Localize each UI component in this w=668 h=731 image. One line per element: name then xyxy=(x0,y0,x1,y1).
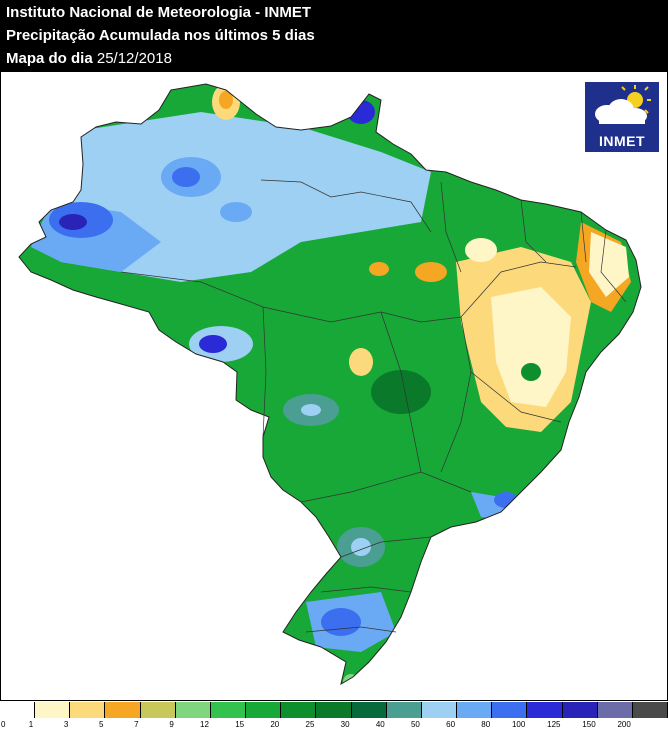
sun-cloud-icon xyxy=(595,85,651,124)
legend-label: 200 xyxy=(617,720,631,729)
legend-label: 80 xyxy=(481,720,491,729)
institute-title: Instituto Nacional de Meteorologia - INM… xyxy=(6,4,312,21)
legend-swatch xyxy=(421,702,458,718)
legend-label: 5 xyxy=(99,720,104,729)
map-date: 25/12/2018 xyxy=(96,50,172,67)
precipitation-field xyxy=(19,84,641,684)
legend-label: 7 xyxy=(134,720,139,729)
legend-label: 25 xyxy=(305,720,315,729)
legend-label: 150 xyxy=(582,720,596,729)
legend-label: 1 xyxy=(28,720,34,729)
legend-swatch xyxy=(492,702,528,718)
map-date-line: Mapa do dia 25/12/2018 xyxy=(6,50,172,68)
map-date-prefix: Mapa do dia xyxy=(6,50,93,67)
legend-swatch xyxy=(386,702,422,718)
map-frame xyxy=(0,72,668,701)
legend-label: 30 xyxy=(340,720,350,729)
map-header: Instituto Nacional de Meteorologia - INM… xyxy=(0,0,668,72)
legend-label: 12 xyxy=(200,720,209,729)
legend-swatch xyxy=(175,702,211,718)
legend-swatch xyxy=(632,702,668,718)
country-border xyxy=(18,83,642,686)
map-subtitle: Precipitação Acumulada nos últimos 5 dia… xyxy=(6,27,315,44)
legend-label: 15 xyxy=(235,720,245,729)
legend-label: 125 xyxy=(547,720,561,729)
inmet-logo: INMET xyxy=(585,82,659,152)
legend-label xyxy=(633,718,668,731)
legend-swatch xyxy=(527,702,563,718)
legend-labels: 1 3 5 7 9 12 15 20 25 30 40 50 60 80 100 125 150 200 xyxy=(0,718,668,731)
legend-swatch xyxy=(70,702,106,718)
legend-swatch xyxy=(246,702,282,718)
legend-label: 3 xyxy=(63,720,69,729)
legend-swatch xyxy=(351,702,387,718)
legend-swatch xyxy=(0,702,36,718)
legend-swatch xyxy=(562,702,598,718)
legend-label: 9 xyxy=(169,720,174,729)
legend-swatch xyxy=(457,702,493,718)
legend-label: 60 xyxy=(446,720,456,729)
legend-swatch xyxy=(597,702,633,718)
legend-label-zero: 0 xyxy=(1,720,6,729)
legend-swatch xyxy=(105,702,141,718)
legend-swatch xyxy=(35,702,71,718)
legend-label: 50 xyxy=(410,720,420,729)
legend-swatch xyxy=(210,702,247,718)
logo-text: INMET xyxy=(598,133,646,149)
legend-label: 40 xyxy=(375,720,385,729)
legend-swatch xyxy=(316,702,352,718)
precipitation-map xyxy=(18,83,642,686)
legend-label: 20 xyxy=(270,720,280,729)
legend-colorbar xyxy=(0,702,668,718)
precipitation-legend: 0 1 3 5 7 9 12 15 20 25 30 40 50 60 80 100 125 150 200 xyxy=(0,702,668,731)
legend-swatch xyxy=(140,702,176,718)
legend-label: 100 xyxy=(511,720,526,729)
legend-swatch xyxy=(281,702,317,718)
state-borders xyxy=(120,179,627,633)
